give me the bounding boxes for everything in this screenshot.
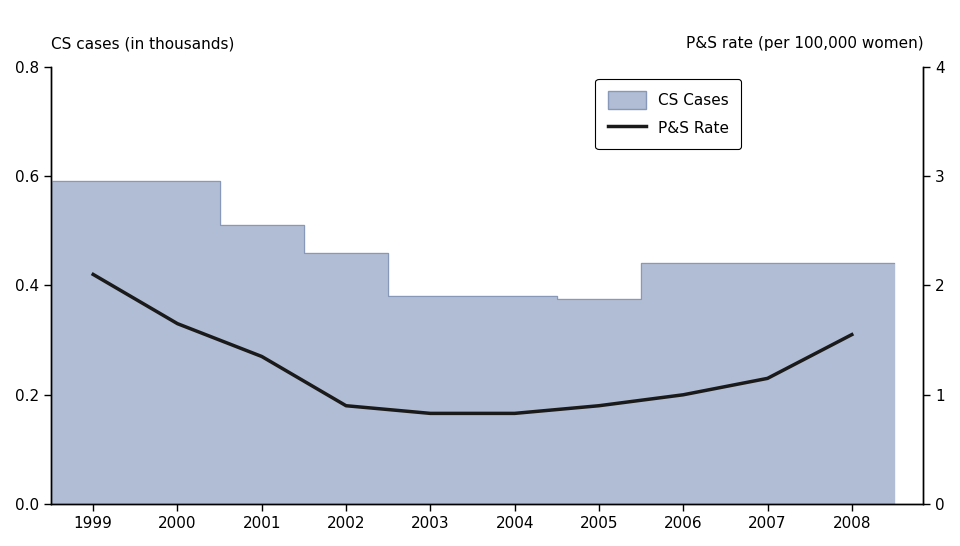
Text: CS cases (in thousands): CS cases (in thousands) (51, 36, 234, 51)
Polygon shape (51, 181, 894, 504)
Legend: CS Cases, P&S Rate: CS Cases, P&S Rate (595, 79, 741, 150)
Text: P&S rate (per 100,000 women): P&S rate (per 100,000 women) (685, 36, 924, 51)
